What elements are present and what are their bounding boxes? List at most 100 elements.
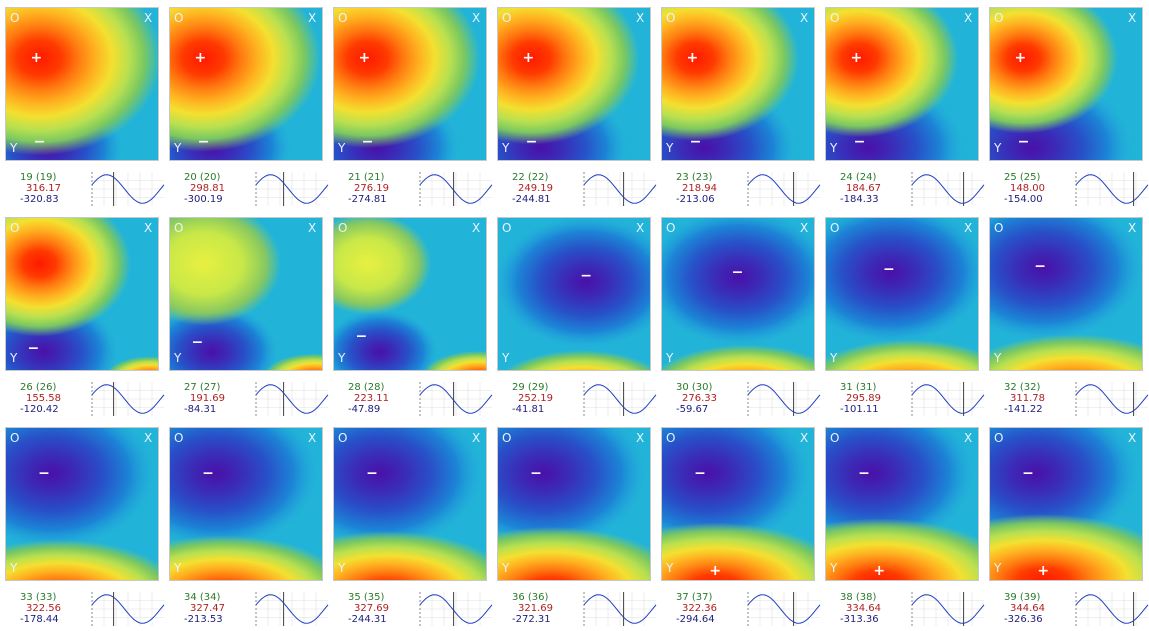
min-marker: − — [34, 134, 46, 150]
origin-label: O — [338, 11, 347, 25]
map-panel: OXY−30 (30)276.33-59.67 — [643, 208, 848, 440]
min-marker: − — [366, 466, 378, 482]
origin-label: O — [174, 431, 183, 445]
min-value: -326.36 — [1004, 614, 1043, 625]
frame-label: 28 (28) — [348, 382, 385, 393]
x-label: X — [472, 221, 480, 235]
x-label: X — [144, 431, 152, 445]
x-label: X — [636, 11, 644, 25]
min-value: -274.81 — [348, 194, 387, 205]
max-value: 298.81 — [190, 183, 225, 194]
max-value: 191.69 — [190, 393, 225, 404]
max-value: 344.64 — [1010, 603, 1045, 614]
min-value: -313.36 — [840, 614, 879, 625]
origin-label: O — [994, 221, 1003, 235]
frame-label: 21 (21) — [348, 172, 385, 183]
map-grid: OXY+−19 (19)316.17-320.83OXY+−20 (20)298… — [0, 0, 1149, 627]
origin-label: O — [666, 221, 675, 235]
min-value: -41.81 — [512, 404, 544, 415]
max-value: 321.69 — [518, 603, 553, 614]
x-label: X — [308, 431, 316, 445]
x-label: X — [636, 431, 644, 445]
map-panel: OXY+−19 (19)316.17-320.83 — [0, 0, 164, 206]
x-label: X — [1128, 431, 1136, 445]
min-value: -300.19 — [184, 194, 223, 205]
min-marker: − — [580, 268, 592, 284]
x-label: X — [1128, 11, 1136, 25]
y-label: Y — [829, 351, 838, 365]
y-label: Y — [9, 141, 18, 155]
frame-label: 31 (31) — [840, 382, 877, 393]
y-label: Y — [173, 561, 182, 575]
max-marker: + — [851, 50, 863, 66]
frame-label: 25 (25) — [1004, 172, 1041, 183]
max-value: 322.56 — [26, 603, 61, 614]
max-value: 249.19 — [518, 183, 553, 194]
max-value: 322.36 — [682, 603, 717, 614]
x-label: X — [472, 11, 480, 25]
map-panel: OXY−26 (26)155.58-120.42 — [0, 191, 196, 416]
min-marker: − — [355, 329, 367, 345]
origin-label: O — [994, 431, 1003, 445]
origin-label: O — [502, 431, 511, 445]
min-marker: − — [202, 466, 214, 482]
frame-label: 19 (19) — [20, 172, 57, 183]
max-marker: + — [709, 563, 721, 579]
max-marker: + — [195, 50, 207, 66]
frame-label: 23 (23) — [676, 172, 713, 183]
max-value: 327.69 — [354, 603, 389, 614]
max-value: 155.58 — [26, 393, 61, 404]
x-label: X — [800, 431, 808, 445]
y-label: Y — [9, 351, 18, 365]
origin-label: O — [994, 11, 1003, 25]
frame-label: 36 (36) — [512, 592, 549, 603]
y-label: Y — [337, 561, 346, 575]
frame-label: 37 (37) — [676, 592, 713, 603]
origin-label: O — [10, 11, 19, 25]
max-value: 311.78 — [1010, 393, 1045, 404]
x-label: X — [144, 221, 152, 235]
frame-label: 32 (32) — [1004, 382, 1041, 393]
frame-label: 29 (29) — [512, 382, 549, 393]
frame-label: 26 (26) — [20, 382, 57, 393]
origin-label: O — [338, 221, 347, 235]
max-marker: + — [359, 50, 371, 66]
frame-label: 38 (38) — [840, 592, 877, 603]
origin-label: O — [830, 11, 839, 25]
min-marker: − — [1034, 259, 1046, 275]
origin-label: O — [10, 221, 19, 235]
x-label: X — [1128, 221, 1136, 235]
origin-label: O — [338, 431, 347, 445]
max-value: 334.64 — [846, 603, 881, 614]
frame-label: 34 (34) — [184, 592, 221, 603]
min-value: -244.81 — [512, 194, 551, 205]
min-value: -272.31 — [512, 614, 551, 625]
y-label: Y — [665, 351, 674, 365]
y-label: Y — [993, 561, 1002, 575]
min-value: -244.31 — [348, 614, 387, 625]
max-marker: + — [1037, 563, 1049, 579]
y-label: Y — [501, 561, 510, 575]
min-marker: − — [27, 341, 39, 357]
hot-region — [643, 345, 848, 441]
min-value: -101.11 — [840, 404, 879, 415]
max-value: 223.11 — [354, 393, 389, 404]
frame-label: 33 (33) — [20, 592, 57, 603]
origin-label: O — [502, 221, 511, 235]
y-label: Y — [501, 351, 510, 365]
contour-map — [643, 208, 848, 440]
max-value: 276.19 — [354, 183, 389, 194]
y-label: Y — [501, 141, 510, 155]
frame-label: 22 (22) — [512, 172, 549, 183]
min-marker: − — [38, 466, 50, 482]
max-marker: + — [31, 50, 43, 66]
contour-map — [126, 202, 366, 402]
min-value: -213.53 — [184, 614, 223, 625]
y-label: Y — [829, 561, 838, 575]
x-label: X — [964, 431, 972, 445]
min-value: -154.00 — [1004, 194, 1043, 205]
max-value: 218.94 — [682, 183, 717, 194]
max-value: 295.89 — [846, 393, 881, 404]
